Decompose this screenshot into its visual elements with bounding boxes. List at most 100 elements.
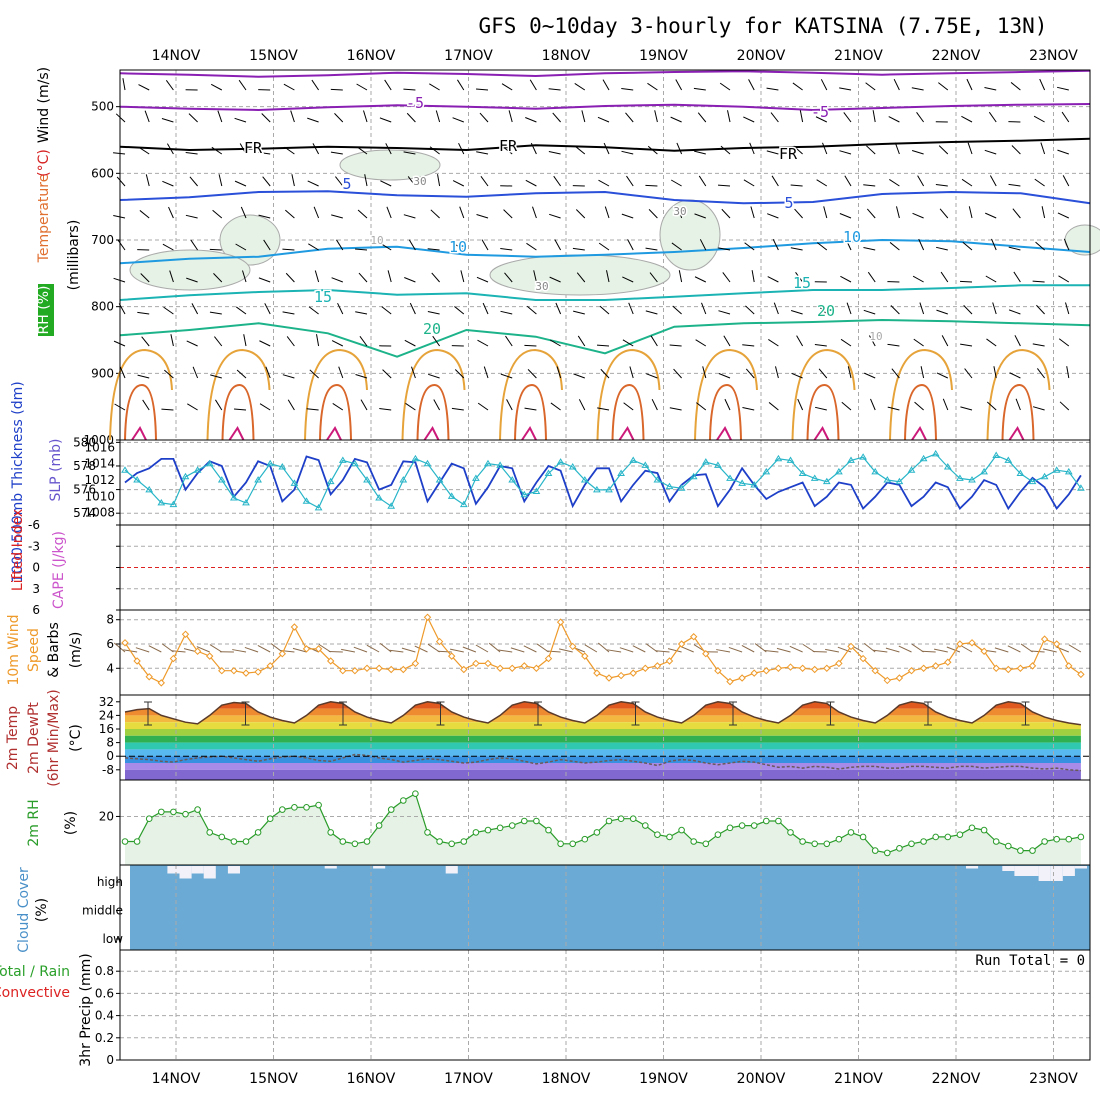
rh-point [871, 847, 879, 854]
rh-point [654, 831, 661, 838]
rh-point [266, 815, 274, 823]
slp-point [556, 458, 565, 465]
wind-barb [113, 277, 126, 283]
wind-barb [772, 238, 779, 251]
wind-barb [527, 369, 537, 379]
wind-barb [144, 110, 150, 123]
wind-barb [988, 111, 997, 123]
wind-barb [865, 82, 876, 91]
rh-point [351, 840, 359, 848]
wind-barb [766, 87, 779, 91]
cloud-gap-bar [1038, 866, 1051, 881]
rh-shade-area [339, 149, 441, 181]
wind-speed-point [653, 662, 662, 670]
wind-barb [380, 243, 392, 251]
slp-point [1077, 484, 1085, 491]
wind-barb [891, 368, 900, 379]
cloud-gap-bar [1002, 866, 1015, 871]
rh-point [1041, 838, 1048, 845]
rh-point [460, 838, 468, 845]
wind-barb [815, 116, 828, 123]
wind-barb [211, 146, 223, 155]
slp-point [895, 477, 904, 485]
wind-barb [744, 242, 755, 251]
ylabel-temp-unit: (°C) [68, 724, 84, 752]
wind-barb [654, 110, 658, 123]
slp-point [508, 476, 517, 483]
rh-point [121, 838, 129, 845]
wind-barb [312, 143, 320, 155]
wind-barb [890, 305, 900, 315]
rh-point [545, 826, 552, 834]
rh-point [484, 826, 492, 834]
wind-barb-10m [437, 650, 452, 653]
wind-speed-point [931, 662, 940, 670]
wind-barb [430, 209, 440, 219]
wind-barb [1008, 309, 1021, 315]
wind-barb [694, 150, 706, 155]
wind-barb-10m [389, 649, 404, 653]
wind-barb [793, 145, 803, 155]
wind-barb [889, 242, 900, 251]
wind-barb [550, 402, 561, 411]
wind-barb [336, 239, 344, 251]
wind-barb [912, 212, 924, 219]
temp-band [125, 756, 1081, 763]
contour-label: 10 [843, 228, 861, 246]
wind-barb [385, 143, 392, 155]
wind-speed-point [871, 667, 879, 675]
wind-barb [843, 112, 852, 123]
wind-barb [889, 179, 900, 187]
rh-point [992, 838, 1000, 845]
wind-speed-point [581, 652, 589, 660]
wind-barb [355, 311, 368, 315]
wind-speed-point [956, 640, 964, 648]
ylabel-wind-1: 10m Wind [6, 614, 22, 685]
wind-barb [330, 88, 343, 91]
y-tick-label: 800 [91, 300, 114, 314]
wind-barb [698, 175, 707, 187]
wind-speed-point [290, 623, 299, 631]
wind-barb [238, 79, 247, 91]
wind-barb [553, 175, 562, 187]
wind-barb [435, 110, 441, 123]
wind-barb [745, 368, 755, 379]
ylabel-total-rain: Total / Rain [0, 964, 70, 980]
wind-barb [596, 344, 610, 347]
wind-barb [452, 117, 464, 123]
rh-point [666, 833, 673, 841]
wind-barb [169, 270, 174, 283]
wind-barb [673, 368, 682, 379]
ylabel-thickness: 1000-500mb Thickness (dm) [10, 381, 26, 582]
theta-contour-inner [416, 383, 450, 441]
wind-barb [508, 110, 513, 123]
ylabel-convective: Convective [0, 985, 70, 1001]
wind-barb [214, 336, 223, 347]
theta-contour-inner [124, 383, 157, 441]
wind-barb [648, 209, 658, 219]
theta-contour-inner [319, 383, 352, 441]
slp-point [423, 459, 432, 467]
wind-barb [751, 270, 755, 283]
date-label-top: 14NOV [152, 48, 201, 64]
rh-point [593, 829, 601, 836]
wind-barb [866, 208, 876, 219]
temp-band [120, 695, 1090, 702]
rh-point [920, 838, 927, 845]
wind-barb [526, 242, 537, 251]
wind-barb [672, 305, 682, 315]
slp-point [242, 498, 250, 506]
isotherm-line [119, 69, 1091, 78]
isotherm-line [119, 238, 1091, 265]
rh-point [944, 833, 952, 841]
wind-speed-point [532, 664, 541, 672]
rh-point [387, 806, 395, 813]
wind-barb [846, 302, 852, 315]
wind-barb-10m [1030, 650, 1045, 653]
wind-barb-10m [546, 650, 561, 653]
rh-point [291, 804, 298, 811]
wind-barb-10m [741, 644, 755, 653]
wind-speed-point [278, 650, 287, 658]
theta-contour-inner [904, 383, 937, 441]
contour-label: 30 [413, 175, 426, 188]
